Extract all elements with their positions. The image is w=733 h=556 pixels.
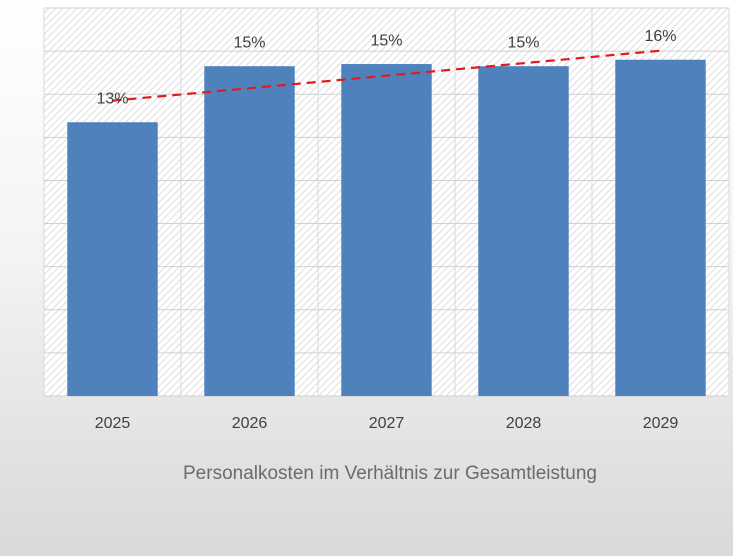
- bar: [67, 122, 158, 396]
- x-tick-label: 2026: [232, 415, 268, 432]
- chart-title: Personalkosten im Verhältnis zur Gesamtl…: [183, 463, 597, 484]
- data-label: 15%: [507, 34, 539, 51]
- data-label: 15%: [233, 34, 265, 51]
- data-label: 15%: [370, 32, 402, 49]
- bar: [615, 59, 706, 396]
- trendline: [112, 49, 661, 102]
- x-tick-label: 2029: [643, 415, 679, 432]
- bar: [478, 66, 569, 396]
- x-tick-label: 2027: [369, 415, 405, 432]
- x-tick-label: 2025: [95, 415, 131, 432]
- bar: [341, 64, 432, 397]
- data-label: 16%: [644, 28, 676, 45]
- x-tick-label: 2028: [506, 415, 542, 432]
- data-label: 13%: [96, 90, 128, 107]
- bar: [204, 66, 295, 396]
